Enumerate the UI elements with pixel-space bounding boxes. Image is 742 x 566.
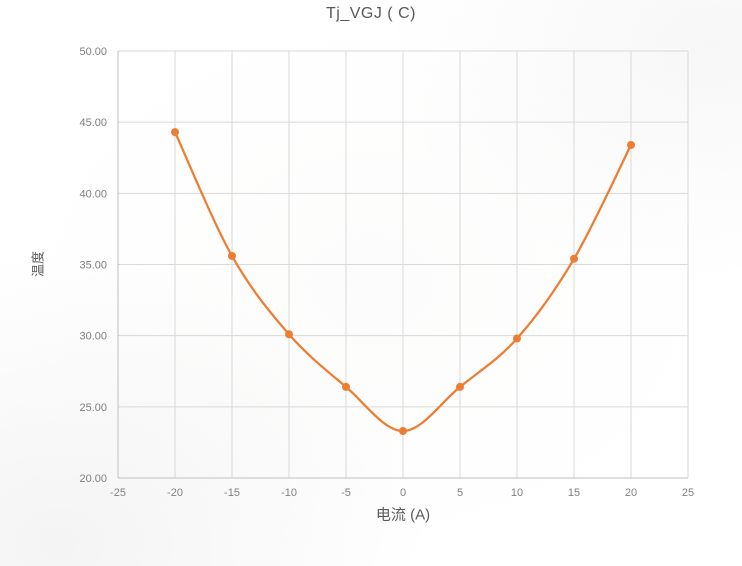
x-tick-label: -15 [224, 487, 240, 499]
y-tick-label: 30.00 [79, 331, 107, 343]
x-tick-label: -20 [167, 487, 183, 499]
y-axis-title: 温度 [30, 250, 46, 278]
x-tick-label: 0 [400, 487, 406, 499]
x-tick-label: 15 [568, 487, 580, 499]
x-tick-label: 5 [457, 487, 463, 499]
x-tick-label: -5 [341, 487, 351, 499]
y-tick-label: 40.00 [79, 188, 107, 200]
y-tick-label: 50.00 [79, 46, 107, 58]
y-tick-label: 25.00 [79, 402, 107, 414]
data-point-marker [228, 251, 236, 260]
data-point-marker [627, 140, 635, 149]
x-tick-label: 10 [511, 487, 523, 499]
data-point-marker [285, 330, 293, 339]
data-point-marker [399, 427, 407, 436]
data-point-marker [171, 128, 179, 137]
y-tick-label: 35.00 [79, 260, 107, 272]
x-tick-label: -10 [281, 487, 297, 499]
x-tick-label: 25 [682, 487, 694, 499]
x-tick-label: 20 [625, 487, 637, 499]
y-tick-label: 45.00 [79, 117, 107, 129]
data-point-marker [342, 382, 350, 391]
chart-title: Tj_VGJ ( C) [326, 5, 416, 22]
x-tick-label: -25 [110, 487, 126, 499]
data-point-marker [456, 382, 464, 391]
y-tick-label: 20.00 [79, 473, 107, 485]
data-point-marker [570, 254, 578, 263]
data-point-marker [513, 334, 521, 343]
x-axis-title: 电流 (A) [375, 506, 431, 524]
